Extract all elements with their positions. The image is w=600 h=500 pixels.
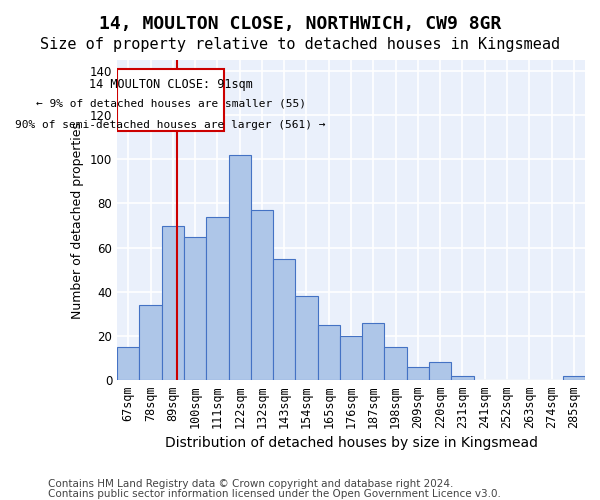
- Text: 90% of semi-detached houses are larger (561) →: 90% of semi-detached houses are larger (…: [16, 120, 326, 130]
- Text: Contains public sector information licensed under the Open Government Licence v3: Contains public sector information licen…: [48, 489, 501, 499]
- Text: 14 MOULTON CLOSE: 91sqm: 14 MOULTON CLOSE: 91sqm: [89, 78, 253, 90]
- Bar: [451, 376, 473, 380]
- Bar: [563, 376, 585, 380]
- Bar: [385, 347, 407, 380]
- Bar: [184, 236, 206, 380]
- Bar: [229, 155, 251, 380]
- Bar: [295, 296, 317, 380]
- Bar: [407, 367, 429, 380]
- Bar: [273, 258, 295, 380]
- Bar: [117, 347, 139, 380]
- Text: Size of property relative to detached houses in Kingsmead: Size of property relative to detached ho…: [40, 38, 560, 52]
- Text: Contains HM Land Registry data © Crown copyright and database right 2024.: Contains HM Land Registry data © Crown c…: [48, 479, 454, 489]
- X-axis label: Distribution of detached houses by size in Kingsmead: Distribution of detached houses by size …: [164, 436, 538, 450]
- Bar: [161, 226, 184, 380]
- Bar: [340, 336, 362, 380]
- Text: ← 9% of detached houses are smaller (55): ← 9% of detached houses are smaller (55): [35, 98, 305, 108]
- Bar: [206, 216, 229, 380]
- Bar: [429, 362, 451, 380]
- Y-axis label: Number of detached properties: Number of detached properties: [71, 122, 85, 318]
- Bar: [362, 322, 385, 380]
- Text: 14, MOULTON CLOSE, NORTHWICH, CW9 8GR: 14, MOULTON CLOSE, NORTHWICH, CW9 8GR: [99, 15, 501, 33]
- Bar: [117, 69, 224, 130]
- Bar: [139, 305, 161, 380]
- Bar: [317, 325, 340, 380]
- Bar: [251, 210, 273, 380]
